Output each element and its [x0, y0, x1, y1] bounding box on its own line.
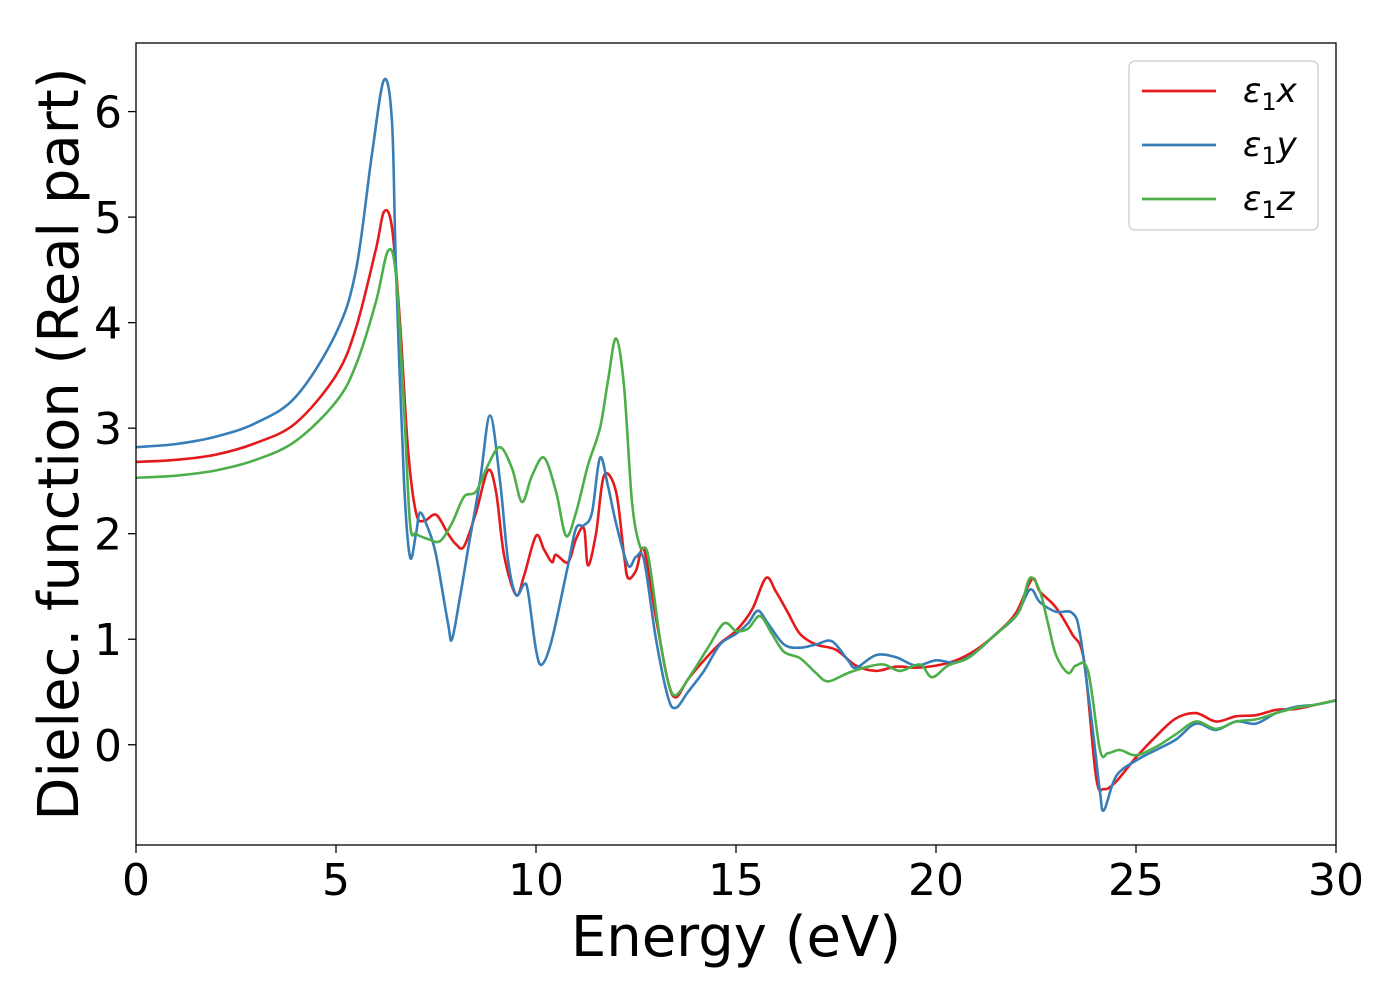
y-tick-label: 0: [94, 721, 122, 772]
legend-label-z: ε1z: [1243, 179, 1296, 224]
y-axis-ticks: 0 1 2 3 4 5 6: [94, 88, 136, 772]
y-tick-label: 6: [94, 88, 122, 139]
legend: ε1x ε1y ε1z: [1128, 60, 1319, 231]
legend-label-y: ε1y: [1243, 125, 1298, 170]
y-tick-label: 5: [94, 193, 122, 244]
y-tick-label: 2: [94, 510, 122, 561]
x-tick-label: 10: [508, 855, 564, 906]
x-tick-label: 25: [1108, 855, 1164, 906]
series-line-y: [136, 77, 1336, 813]
y-tick-label: 1: [94, 615, 122, 666]
y-tick-label: 4: [94, 299, 122, 350]
x-tick-label: 20: [908, 855, 964, 906]
y-tick-label: 3: [94, 404, 122, 455]
x-axis-ticks: 0 5 10 15 20 25 30: [122, 845, 1364, 906]
y-axis-title: Dielec. function (Real part): [27, 67, 92, 820]
x-tick-label: 0: [122, 855, 150, 906]
x-axis-title: Energy (eV): [571, 905, 901, 970]
legend-label-x: ε1x: [1243, 71, 1298, 116]
series-lines: [136, 77, 1336, 813]
series-line-z: [136, 247, 1336, 759]
legend-box: [1128, 60, 1319, 231]
x-tick-label: 30: [1308, 855, 1364, 906]
x-tick-label: 5: [322, 855, 350, 906]
x-tick-label: 15: [708, 855, 764, 906]
